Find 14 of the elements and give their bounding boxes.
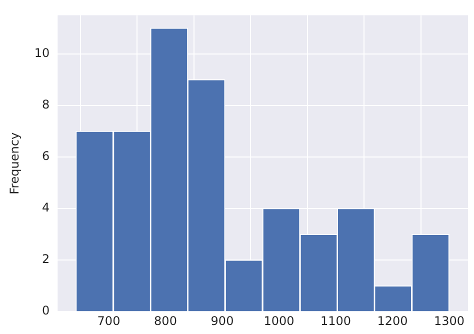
y-axis-title: Frequency — [7, 132, 22, 194]
y-tick-label: 8 — [42, 98, 50, 112]
x-tick-label: 700 — [97, 314, 120, 328]
x-tick-label: 1100 — [320, 314, 352, 328]
y-tick-label: 10 — [34, 46, 50, 60]
x-tick-label: 1200 — [377, 314, 408, 328]
x-tick-label: 1000 — [264, 314, 294, 328]
y-tick-label: 2 — [42, 252, 50, 266]
y-tick-label: 4 — [42, 200, 50, 215]
x-tick-label: 1300 — [434, 314, 465, 328]
x-tick-label: 800 — [154, 314, 177, 328]
y-tick-label: 6 — [42, 149, 50, 164]
y-tick-label: 0 — [42, 304, 50, 318]
x-tick-label: 900 — [210, 314, 234, 328]
